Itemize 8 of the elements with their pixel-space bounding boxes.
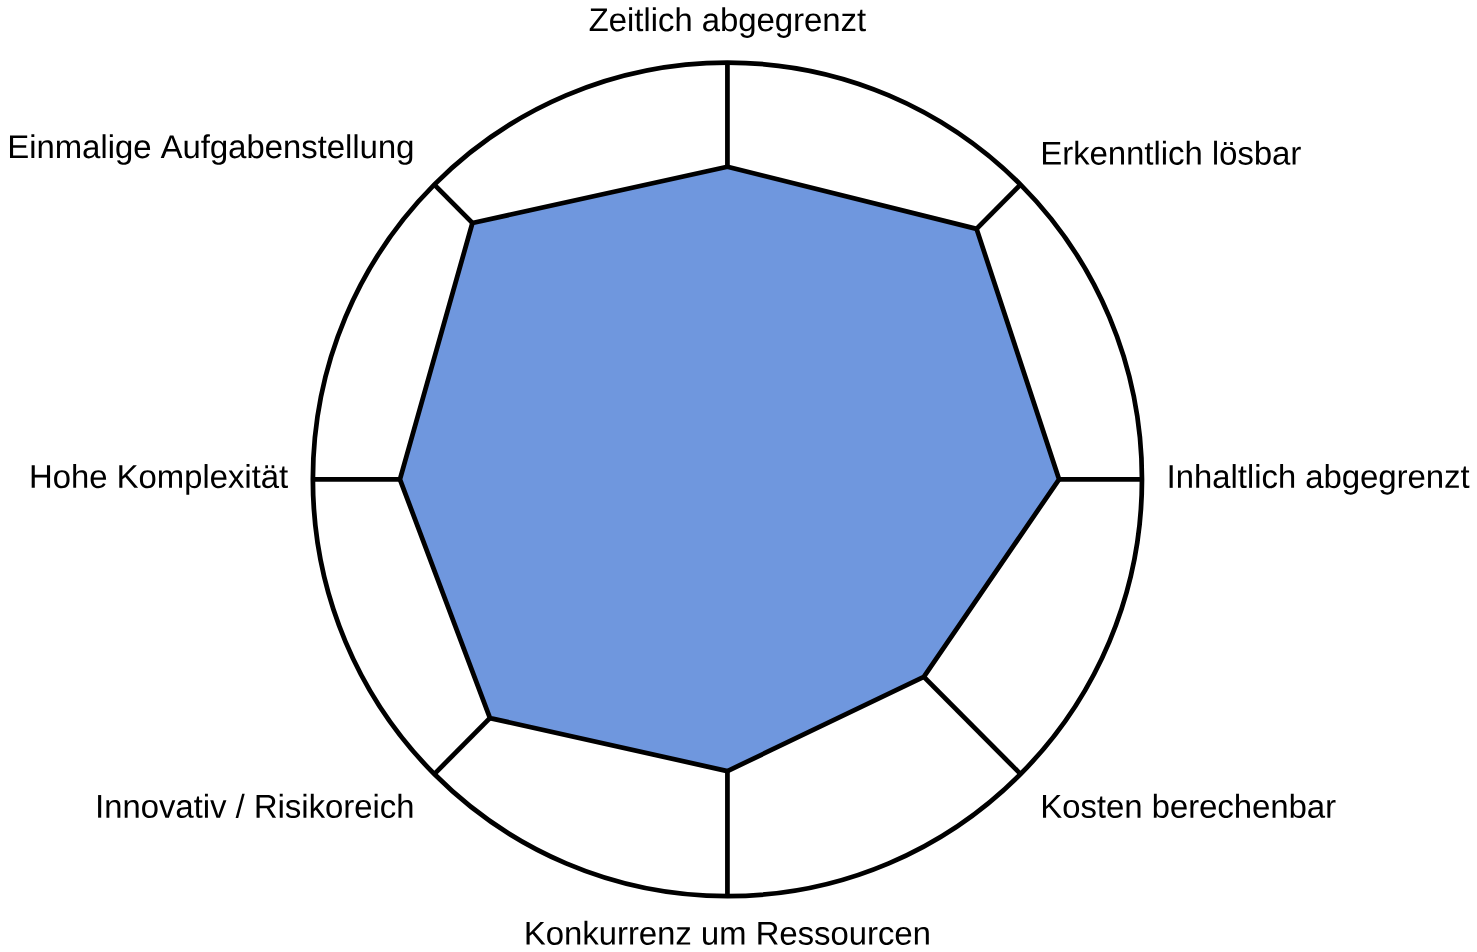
spoke-label: Kosten berechenbar <box>1042 793 1336 818</box>
spoke-label: Inhaltlich abgegrenzt <box>1169 463 1470 495</box>
spoke-label: Zeitlich abgegrenzt <box>589 7 866 38</box>
spoke-label: Konkurrenz um Ressourcen <box>526 920 929 945</box>
spoke-label: Innovativ / Risikoreich <box>98 793 413 818</box>
spoke-label: Erkenntlich lösbar <box>1042 140 1301 165</box>
spoke-label: Hohe Komplexität <box>31 463 288 495</box>
spoke-label: Einmalige Aufgabenstellung <box>10 134 413 165</box>
